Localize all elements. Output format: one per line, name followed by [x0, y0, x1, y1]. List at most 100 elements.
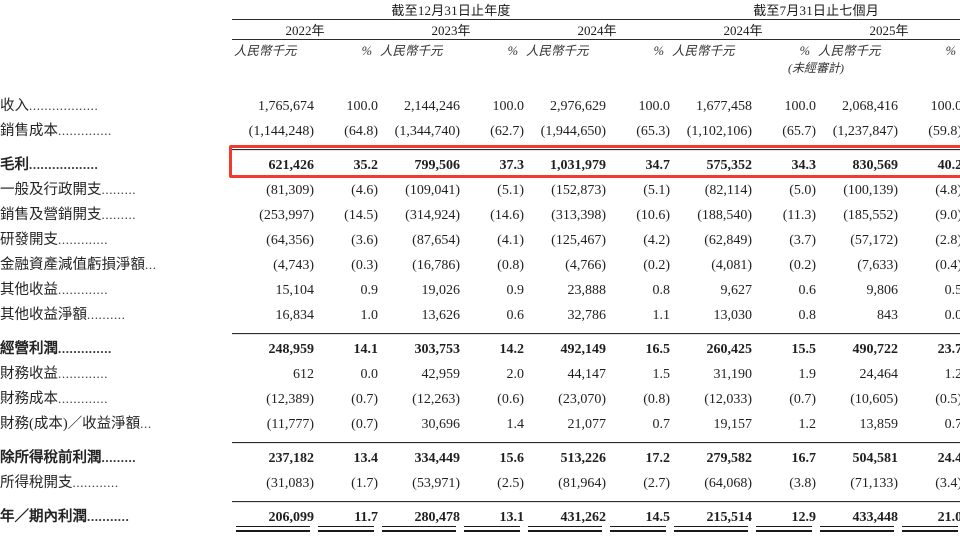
cell-amount: (125,467) [551, 233, 606, 248]
cell-amount: 21,077 [567, 417, 607, 432]
row-label: 銷售成本.............. [0, 115, 232, 140]
row-label-leader-dots: ......... [101, 207, 137, 222]
row-gap [0, 433, 960, 442]
cell-percent: (3.4) [935, 476, 960, 491]
row-label-leader-dots: .......... [87, 307, 126, 322]
year-2022: 2022年 [285, 23, 325, 38]
cell-percent: (59.8) [928, 124, 960, 139]
cell-amount: 1,765,674 [258, 99, 314, 114]
row-label-leader-dots: .............. [58, 341, 112, 356]
row-label-leader-dots: ......... [101, 450, 137, 465]
cell-amount: 32,786 [567, 308, 607, 323]
cell-percent: 100.0 [638, 99, 671, 114]
group-rule-annual [232, 19, 671, 20]
unit-currency-2025-interim: 人民幣千元 [818, 44, 881, 58]
cell-percent: (3.6) [351, 233, 378, 248]
year-rule-2022 [232, 39, 378, 40]
cell-percent: 17.2 [606, 442, 671, 467]
table-body: 收入.................. 1,765,674 100.0 2,144,… [0, 90, 960, 532]
cell-percent: (14.5) [344, 208, 378, 223]
row-label-text: 金融資產減值虧損淨額 [0, 257, 145, 273]
cell-percent: 2.0 [506, 367, 525, 382]
year-2025-interim: 2025年 [869, 23, 909, 38]
cell-amount: (152,873) [551, 183, 606, 198]
cell-percent: (5.1) [497, 183, 524, 198]
year-rule-2024-annual [524, 39, 671, 40]
cell-amount: (253,997) [259, 208, 314, 223]
cell-amount: 237,182 [232, 442, 315, 467]
cell-amount: 513,226 [524, 442, 607, 467]
cell-percent: (64.8) [344, 124, 378, 139]
header-spacer-row [0, 76, 960, 90]
cell-amount: (71,133) [850, 476, 899, 491]
table-row: 財務收益............. 612 0.0 42,959 2.0 44,147 1.… [0, 358, 960, 383]
table-row: 財務(成本)／收益淨額... (11,777) (0.7) 30,696 1.4 21,0… [0, 408, 960, 433]
row-label-text: 其他收益淨額 [0, 307, 87, 323]
cell-amount: (12,263) [412, 392, 460, 407]
cell-amount: (64,356) [266, 233, 314, 248]
cell-percent: 1.5 [652, 367, 671, 382]
unit-percent-2024-annual: % [653, 44, 665, 58]
row-gap [0, 324, 960, 333]
unit-percent-2023: % [507, 44, 518, 58]
cell-amount: 13,626 [421, 308, 461, 323]
row-gap [0, 492, 960, 501]
cell-amount: 303,753 [378, 333, 461, 358]
cell-percent: 0.0 [944, 308, 960, 323]
row-label-leader-dots: .................. [29, 98, 99, 113]
cell-percent: (5.0) [789, 183, 817, 198]
row-label-leader-dots: .............. [58, 123, 112, 138]
header-year-blank [0, 20, 232, 40]
cell-amount: 2,976,629 [550, 99, 606, 114]
cell-amount: 44,147 [567, 367, 607, 382]
cell-amount: (1,102,106) [686, 124, 753, 139]
cell-percent: 13.4 [314, 442, 379, 467]
cell-amount: (1,237,847) [832, 124, 899, 139]
table-row: 財務成本............. (12,389) (0.7) (12,263) (0… [0, 383, 960, 408]
cell-amount: 16,834 [275, 308, 315, 323]
table-row: 一般及行政開支......... (81,309) (4.6) (109,041) (5… [0, 174, 960, 199]
row-label-text: 所得稅開支 [0, 475, 73, 491]
row-label-leader-dots: ............. [58, 282, 109, 297]
row-label-leader-dots: ............. [58, 232, 109, 247]
cell-percent: (0.2) [643, 258, 671, 273]
cell-amount: 431,262 [524, 501, 606, 532]
cell-percent: 100.0 [492, 99, 525, 114]
cell-percent: 23.7 [898, 333, 960, 358]
header-year-row: 2022年 2023年 2024年 2024年 2025年 [0, 20, 960, 40]
row-label: 財務收益............. [0, 358, 232, 383]
cell-percent: (4.1) [497, 233, 524, 248]
year-rule-2025-interim [816, 39, 960, 40]
cell-percent: 15.6 [460, 442, 525, 467]
cell-percent: (4.2) [643, 233, 671, 248]
cell-percent: 0.7 [944, 417, 960, 432]
cell-percent: (0.5) [935, 392, 960, 407]
cell-amount: 15,104 [275, 283, 315, 298]
cell-amount: 490,722 [816, 333, 899, 358]
cell-percent: 0.6 [506, 308, 525, 323]
cell-percent: (9.0) [935, 208, 960, 223]
cell-amount: 42,959 [421, 367, 461, 382]
cell-percent: (4.8) [935, 183, 960, 198]
cell-percent: (4.6) [351, 183, 378, 198]
row-label: 毛利.................. [0, 149, 232, 174]
cell-amount: 13,859 [859, 417, 899, 432]
cell-amount: 19,157 [713, 417, 753, 432]
cell-percent: (11.3) [782, 208, 817, 223]
cell-percent: (2.5) [497, 476, 524, 491]
cell-percent: 0.5 [944, 283, 960, 298]
row-label: 財務成本............. [0, 383, 232, 408]
cell-amount: 279,582 [670, 442, 753, 467]
table-row: 金融資產減值虧損淨額... (4,743) (0.3) (16,786) (0.8) (4… [0, 249, 960, 274]
cell-percent: 14.2 [460, 333, 525, 358]
cell-amount: 280,478 [378, 501, 460, 532]
row-label-text: 毛利 [0, 157, 29, 173]
table-row: 銷售及營銷開支......... (253,997) (14.5) (314,924)… [0, 199, 960, 224]
cell-percent: 15.5 [752, 333, 817, 358]
cell-amount: (188,540) [697, 208, 753, 223]
group-title-interim: 截至7月31日止七個月 [753, 3, 879, 18]
cell-amount: (53,971) [412, 476, 460, 491]
cell-amount: (12,389) [266, 392, 314, 407]
cell-percent: 14.5 [606, 501, 670, 532]
table-row: 經營利潤.............. 248,959 14.1 303,753 14.2… [0, 333, 960, 358]
